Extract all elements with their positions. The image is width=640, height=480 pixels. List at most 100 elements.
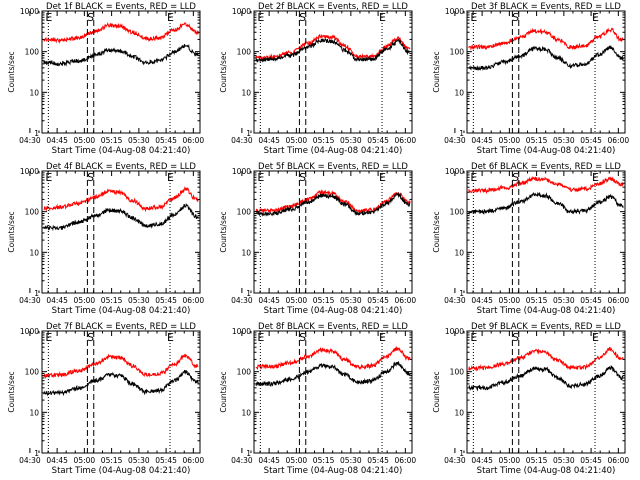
- x-tick-label: 04:30: [444, 296, 466, 305]
- x-tick-label: 06:00: [183, 456, 205, 465]
- x-tick-label: 04:45: [258, 296, 280, 305]
- x-tick-label: 05:30: [128, 296, 150, 305]
- lld-series-line: [43, 21, 199, 44]
- lld-series-line: [255, 345, 411, 371]
- plot-frame: [253, 170, 413, 294]
- x-tick-label: 05:00: [286, 296, 308, 305]
- e-marker-label: E: [45, 11, 52, 24]
- e-marker-label: E: [257, 171, 264, 184]
- e-marker-label: E: [592, 331, 599, 344]
- s-marker-label: S: [512, 11, 519, 24]
- events-series-line: [43, 369, 199, 397]
- y-tick-label: 1: [34, 449, 39, 458]
- e-marker-label: E: [167, 11, 174, 24]
- x-tick-label: 05:00: [74, 136, 96, 145]
- lld-series-line: [468, 346, 624, 372]
- events-series-line: [43, 202, 199, 232]
- y-tick-label: 100: [237, 208, 252, 217]
- panel-title: Det 1f BLACK = Events, RED = LLD: [46, 2, 196, 12]
- x-tick-label: 05:45: [580, 136, 602, 145]
- x-axis-label: Start Time (04-Aug-08 04:21:40): [52, 306, 191, 316]
- x-tick-label: 04:45: [471, 296, 493, 305]
- x-tick-label: 05:00: [286, 456, 308, 465]
- y-tick-label: 100: [25, 208, 40, 217]
- x-tick-label: 05:00: [286, 136, 308, 145]
- x-axis-label: Start Time (04-Aug-08 04:21:40): [264, 466, 403, 476]
- e-marker-label: E: [379, 171, 386, 184]
- e-marker-label: E: [45, 171, 52, 184]
- lld-series-line: [43, 353, 199, 379]
- e-marker-label: E: [470, 331, 477, 344]
- y-tick-label: 10: [241, 408, 251, 417]
- x-tick-label: 04:45: [46, 456, 68, 465]
- panel-title: Det 7f BLACK = Events, RED = LLD: [46, 322, 196, 332]
- x-axis-label: Start Time (04-Aug-08 04:21:40): [52, 146, 191, 156]
- x-tick-label: 06:00: [608, 136, 630, 145]
- x-tick-label: 06:00: [608, 456, 630, 465]
- x-tick-label: 05:15: [526, 456, 548, 465]
- x-tick-label: 05:45: [155, 296, 177, 305]
- x-tick-label: 06:00: [608, 296, 630, 305]
- y-axis-label: Counts/sec: [432, 51, 441, 92]
- x-tick-label: 05:45: [155, 456, 177, 465]
- plot-frame: [41, 170, 201, 294]
- x-tick-label: 04:30: [231, 136, 253, 145]
- e-marker-label: E: [257, 331, 264, 344]
- y-tick-label: 1: [246, 129, 251, 138]
- x-axis-label: Start Time (04-Aug-08 04:21:40): [264, 306, 403, 316]
- x-tick-label: 05:45: [155, 136, 177, 145]
- x-tick-label: 06:00: [183, 136, 205, 145]
- y-tick-label: 100: [25, 48, 40, 57]
- x-tick-label: 05:30: [340, 456, 362, 465]
- y-tick-label: 1: [459, 129, 464, 138]
- y-tick-label: 1: [246, 289, 251, 298]
- plot-frame: [253, 10, 413, 134]
- panel-title: Det 5f BLACK = Events, RED = LLD: [258, 162, 408, 172]
- panel-title: Det 4f BLACK = Events, RED = LLD: [46, 162, 196, 172]
- y-tick-label: 1: [246, 449, 251, 458]
- y-tick-label: 10: [454, 248, 464, 257]
- plot-frame: [466, 330, 626, 454]
- y-tick-label: 1: [34, 129, 39, 138]
- s-marker-label: S: [87, 331, 94, 344]
- x-tick-label: 05:45: [580, 296, 602, 305]
- x-tick-label: 05:45: [367, 136, 389, 145]
- e-marker-label: E: [470, 11, 477, 24]
- y-tick-label: 1: [34, 289, 39, 298]
- x-tick-label: 04:30: [231, 456, 253, 465]
- e-marker-label: E: [257, 11, 264, 24]
- x-tick-label: 05:15: [101, 456, 123, 465]
- x-tick-label: 05:30: [553, 136, 575, 145]
- x-tick-label: 04:30: [19, 296, 41, 305]
- e-marker-label: E: [379, 331, 386, 344]
- y-tick-label: 10: [454, 88, 464, 97]
- y-tick-label: 10: [454, 408, 464, 417]
- x-tick-label: 05:15: [313, 136, 335, 145]
- x-tick-label: 04:45: [471, 456, 493, 465]
- x-tick-label: 05:45: [367, 456, 389, 465]
- x-tick-label: 05:15: [313, 296, 335, 305]
- x-tick-label: 04:45: [258, 136, 280, 145]
- x-tick-label: 05:00: [499, 136, 521, 145]
- x-tick-label: 05:00: [499, 296, 521, 305]
- events-series-line: [43, 44, 199, 67]
- x-tick-label: 06:00: [395, 296, 417, 305]
- panel-title: Det 6f BLACK = Events, RED = LLD: [471, 162, 621, 172]
- y-tick-label: 10: [29, 88, 39, 97]
- y-tick-label: 10: [29, 408, 39, 417]
- x-tick-label: 04:30: [444, 456, 466, 465]
- y-axis-label: Counts/sec: [432, 371, 441, 412]
- panel-title: Det 2f BLACK = Events, RED = LLD: [258, 2, 408, 12]
- x-tick-label: 05:15: [101, 296, 123, 305]
- lld-series-line: [255, 189, 411, 214]
- y-axis-label: Counts/sec: [432, 211, 441, 252]
- events-series-line: [468, 45, 624, 71]
- s-marker-label: S: [87, 11, 94, 24]
- y-axis-label: Counts/sec: [7, 51, 16, 92]
- e-marker-label: E: [45, 331, 52, 344]
